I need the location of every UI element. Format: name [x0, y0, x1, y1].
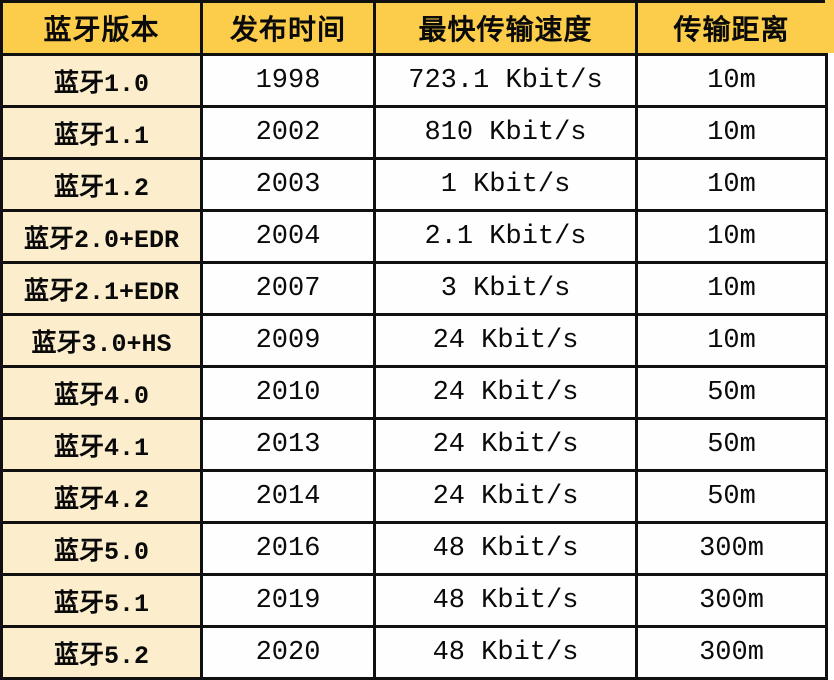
year-cell: 2014	[200, 469, 376, 524]
col-header-release-year: 发布时间	[200, 0, 376, 56]
table-header-row: 蓝牙版本 发布时间 最快传输速度 传输距离	[0, 0, 828, 56]
table-row: 蓝牙2.0+EDR 2004 2.1 Kbit/s 10m	[0, 209, 828, 264]
table-row: 蓝牙4.0 2010 24 Kbit/s 50m	[0, 365, 828, 420]
speed-cell: 48 Kbit/s	[373, 625, 638, 680]
version-cell: 蓝牙5.0	[0, 521, 203, 576]
speed-cell: 723.1 Kbit/s	[373, 53, 638, 108]
year-cell: 2007	[200, 261, 376, 316]
year-cell: 2016	[200, 521, 376, 576]
version-cell: 蓝牙2.0+EDR	[0, 209, 203, 264]
year-cell: 2004	[200, 209, 376, 264]
year-cell: 2013	[200, 417, 376, 472]
distance-cell: 10m	[635, 105, 828, 160]
distance-cell: 10m	[635, 313, 828, 368]
version-cell: 蓝牙4.0	[0, 365, 203, 420]
table-row: 蓝牙3.0+HS 2009 24 Kbit/s 10m	[0, 313, 828, 368]
distance-cell: 300m	[635, 573, 828, 628]
distance-cell: 50m	[635, 365, 828, 420]
table-row: 蓝牙5.1 2019 48 Kbit/s 300m	[0, 573, 828, 628]
speed-cell: 24 Kbit/s	[373, 365, 638, 420]
year-cell: 2003	[200, 157, 376, 212]
distance-cell: 10m	[635, 261, 828, 316]
version-cell: 蓝牙4.2	[0, 469, 203, 524]
speed-cell: 3 Kbit/s	[373, 261, 638, 316]
year-cell: 2020	[200, 625, 376, 680]
year-cell: 1998	[200, 53, 376, 108]
speed-cell: 24 Kbit/s	[373, 417, 638, 472]
table-row: 蓝牙1.1 2002 810 Kbit/s 10m	[0, 105, 828, 160]
speed-cell: 810 Kbit/s	[373, 105, 638, 160]
distance-cell: 10m	[635, 157, 828, 212]
table-row: 蓝牙4.2 2014 24 Kbit/s 50m	[0, 469, 828, 524]
version-cell: 蓝牙5.2	[0, 625, 203, 680]
speed-cell: 24 Kbit/s	[373, 469, 638, 524]
version-cell: 蓝牙3.0+HS	[0, 313, 203, 368]
header-band-bleed	[825, 0, 834, 53]
speed-cell: 2.1 Kbit/s	[373, 209, 638, 264]
distance-cell: 300m	[635, 625, 828, 680]
version-cell: 蓝牙1.2	[0, 157, 203, 212]
speed-cell: 48 Kbit/s	[373, 521, 638, 576]
speed-cell: 24 Kbit/s	[373, 313, 638, 368]
year-cell: 2009	[200, 313, 376, 368]
year-cell: 2019	[200, 573, 376, 628]
table-row: 蓝牙2.1+EDR 2007 3 Kbit/s 10m	[0, 261, 828, 316]
speed-cell: 48 Kbit/s	[373, 573, 638, 628]
version-cell: 蓝牙5.1	[0, 573, 203, 628]
distance-cell: 10m	[635, 209, 828, 264]
year-cell: 2010	[200, 365, 376, 420]
distance-cell: 300m	[635, 521, 828, 576]
table-row: 蓝牙1.0 1998 723.1 Kbit/s 10m	[0, 53, 828, 108]
col-header-distance: 传输距离	[635, 0, 828, 56]
version-cell: 蓝牙2.1+EDR	[0, 261, 203, 316]
speed-cell: 1 Kbit/s	[373, 157, 638, 212]
version-cell: 蓝牙4.1	[0, 417, 203, 472]
distance-cell: 50m	[635, 469, 828, 524]
version-cell: 蓝牙1.1	[0, 105, 203, 160]
table-row: 蓝牙5.2 2020 48 Kbit/s 300m	[0, 625, 828, 680]
table-row: 蓝牙1.2 2003 1 Kbit/s 10m	[0, 157, 828, 212]
year-cell: 2002	[200, 105, 376, 160]
version-cell: 蓝牙1.0	[0, 53, 203, 108]
col-header-version: 蓝牙版本	[0, 0, 203, 56]
distance-cell: 50m	[635, 417, 828, 472]
col-header-max-speed: 最快传输速度	[373, 0, 638, 56]
distance-cell: 10m	[635, 53, 828, 108]
table-row: 蓝牙4.1 2013 24 Kbit/s 50m	[0, 417, 828, 472]
table-row: 蓝牙5.0 2016 48 Kbit/s 300m	[0, 521, 828, 576]
